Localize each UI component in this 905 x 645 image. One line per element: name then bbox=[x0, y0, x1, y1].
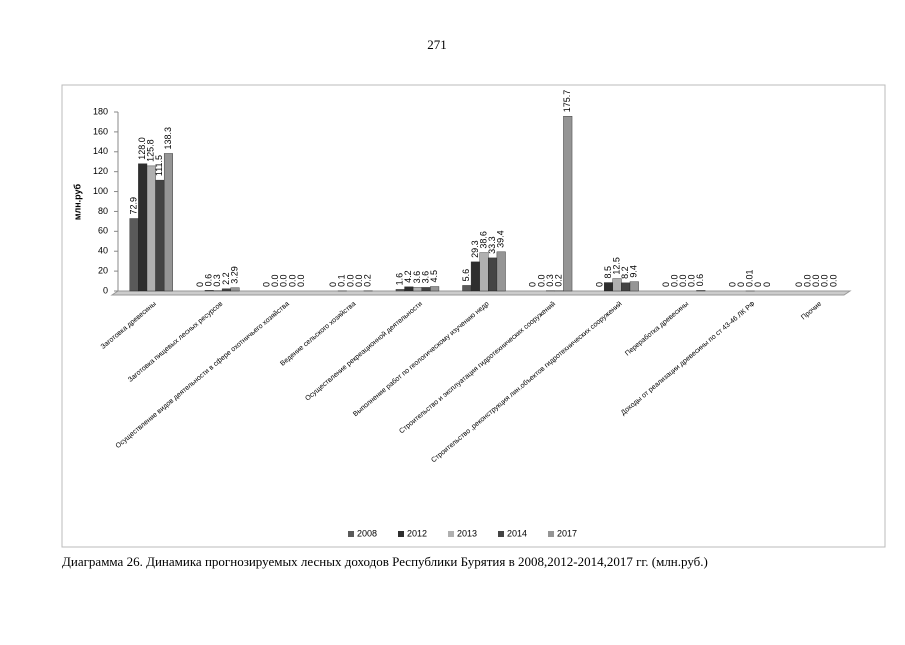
bar bbox=[488, 258, 497, 291]
bar bbox=[422, 287, 431, 291]
y-axis-label: млн.руб bbox=[72, 183, 82, 220]
bar bbox=[405, 287, 414, 291]
bar bbox=[205, 290, 214, 291]
bar bbox=[430, 287, 439, 291]
page-number: 271 bbox=[427, 37, 447, 52]
floor bbox=[112, 291, 850, 295]
value-label: 111.5 bbox=[154, 155, 164, 176]
value-label: 3.29 bbox=[229, 266, 239, 284]
bar bbox=[164, 153, 173, 291]
value-label: 0 bbox=[594, 282, 604, 287]
bar bbox=[413, 287, 422, 291]
value-label: 138.3 bbox=[163, 127, 173, 150]
legend-label: 2013 bbox=[457, 528, 477, 538]
y-tick-label: 20 bbox=[98, 265, 108, 275]
legend-swatch bbox=[498, 531, 504, 537]
value-label: 0.2 bbox=[554, 274, 564, 287]
legend-label: 2014 bbox=[507, 528, 527, 538]
bar bbox=[147, 166, 156, 291]
y-tick-label: 40 bbox=[98, 246, 108, 256]
value-label: 9.4 bbox=[629, 265, 639, 278]
y-tick-label: 0 bbox=[103, 285, 108, 295]
caption: Диаграмма 26. Динамика прогнозируемых ле… bbox=[62, 554, 708, 569]
y-tick-label: 180 bbox=[93, 106, 108, 116]
bar bbox=[231, 288, 240, 291]
bar bbox=[697, 290, 706, 291]
legend-label: 2017 bbox=[557, 528, 577, 538]
y-tick-label: 160 bbox=[93, 126, 108, 136]
legend-swatch bbox=[398, 531, 404, 537]
bar bbox=[471, 262, 480, 291]
bar bbox=[463, 285, 472, 291]
bar bbox=[497, 252, 506, 291]
bar bbox=[621, 283, 630, 291]
legend-swatch bbox=[348, 531, 354, 537]
legend-label: 2012 bbox=[407, 528, 427, 538]
legend-swatch bbox=[448, 531, 454, 537]
bar bbox=[130, 219, 139, 291]
bar bbox=[563, 116, 572, 291]
value-label: 72.9 bbox=[128, 197, 138, 215]
bar bbox=[480, 253, 489, 291]
value-label: 175.7 bbox=[562, 90, 572, 113]
bar bbox=[613, 279, 622, 291]
y-tick-label: 140 bbox=[93, 146, 108, 156]
value-label: 0.0 bbox=[296, 274, 306, 287]
legend-label: 2008 bbox=[357, 528, 377, 538]
value-label: 0.6 bbox=[695, 274, 705, 287]
value-label: 4.5 bbox=[429, 270, 439, 283]
value-label: 39.4 bbox=[496, 230, 506, 248]
bar bbox=[630, 282, 639, 291]
bar bbox=[604, 283, 613, 291]
y-tick-label: 60 bbox=[98, 226, 108, 236]
bar bbox=[156, 180, 165, 291]
legend-swatch bbox=[548, 531, 554, 537]
y-tick-label: 100 bbox=[93, 186, 108, 196]
value-label: 0 bbox=[762, 282, 772, 287]
bar bbox=[138, 164, 147, 291]
bar bbox=[396, 289, 405, 291]
y-tick-label: 120 bbox=[93, 166, 108, 176]
y-tick-label: 80 bbox=[98, 206, 108, 216]
bar bbox=[222, 289, 231, 291]
value-label: 5.6 bbox=[461, 269, 471, 282]
value-label: 0.0 bbox=[828, 274, 838, 287]
value-label: 0.2 bbox=[362, 274, 372, 287]
